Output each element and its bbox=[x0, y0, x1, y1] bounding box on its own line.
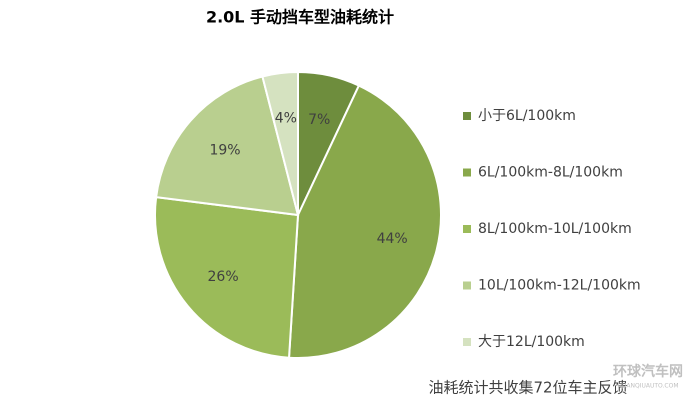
legend-marker bbox=[463, 168, 471, 177]
data-label: 26% bbox=[208, 269, 239, 285]
legend-label: 10L/100km-12L/100km bbox=[478, 278, 641, 294]
pie-slice bbox=[287, 84, 442, 359]
chart-title: 2.0L 手动挡车型油耗统计 bbox=[206, 8, 394, 27]
data-label: 19% bbox=[209, 143, 240, 159]
legend-marker bbox=[463, 338, 471, 346]
data-label: 44% bbox=[377, 231, 408, 247]
pie-slice bbox=[154, 195, 300, 359]
legend-label: 8L/100km-10L/100km bbox=[478, 221, 632, 237]
legend-marker bbox=[463, 281, 471, 290]
data-label: 7% bbox=[308, 112, 330, 128]
legend-label: 6L/100km-8L/100km bbox=[478, 165, 623, 181]
pie-slice bbox=[261, 70, 299, 216]
watermark-url: HUANQIUAUTO.COM bbox=[617, 383, 678, 390]
pie-slice bbox=[155, 75, 300, 217]
legend-label: 大于12L/100km bbox=[478, 334, 585, 350]
footnote: 油耗统计共收集72位车主反馈 bbox=[428, 379, 627, 397]
data-label: 4% bbox=[275, 111, 297, 127]
legend-marker bbox=[463, 112, 471, 120]
legend-label: 小于6L/100km bbox=[478, 108, 576, 124]
watermark: 环球汽车网 bbox=[613, 363, 683, 380]
legend-marker bbox=[463, 225, 471, 233]
